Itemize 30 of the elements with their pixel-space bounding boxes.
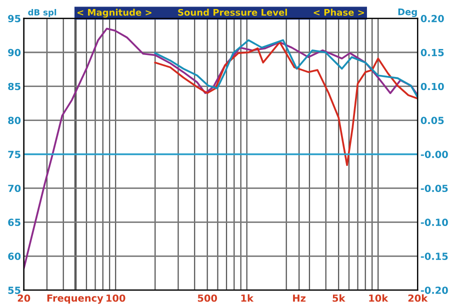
y2-tick-label: -0.00 <box>420 150 448 158</box>
x-tick-label: 20 <box>18 294 30 302</box>
x-tick-label: 20k <box>408 294 428 302</box>
x-tick-label: 5k <box>332 294 346 302</box>
y-tick-label: 65 <box>8 218 20 226</box>
y-tick-label: 60 <box>8 252 21 260</box>
y-tick-label: 95 <box>8 14 20 22</box>
y2-tick-label: -0.05 <box>420 184 448 192</box>
y2-tick-label: 0.05 <box>420 116 444 124</box>
x-tick-label: Frequency <box>47 294 104 304</box>
y-tick-label: 75 <box>8 150 20 158</box>
y2-tick-label: 0.15 <box>420 48 444 56</box>
y-tick-label: 90 <box>8 48 21 56</box>
x-tick-label: 100 <box>106 294 126 302</box>
y-tick-label: 85 <box>8 82 20 90</box>
y-axis-title: dB spl <box>28 8 56 18</box>
y2-tick-label: -0.15 <box>420 252 448 260</box>
y2-axis-title: Deg <box>398 8 417 18</box>
y2-tick-label: 0.10 <box>420 82 444 90</box>
x-tick-label: 500 <box>198 294 218 302</box>
y-tick-label: 55 <box>8 286 20 294</box>
y-tick-label: 70 <box>8 184 21 192</box>
x-tick-label: 10k <box>369 294 388 302</box>
y2-tick-label: 0.20 <box>420 14 444 22</box>
chart-title: < Magnitude > Sound Pressure Level < Phase > <box>78 8 364 18</box>
x-tick-label: Hz <box>293 294 306 302</box>
y-tick-label: 80 <box>8 116 21 124</box>
x-tick-label: 1k <box>241 294 254 302</box>
y2-tick-label: -0.20 <box>420 286 448 294</box>
y2-tick-label: -0.10 <box>420 218 448 226</box>
